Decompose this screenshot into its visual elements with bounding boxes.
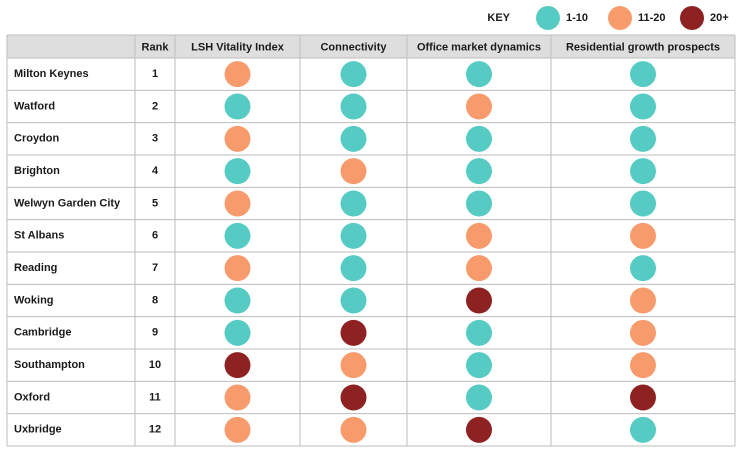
rating-dot xyxy=(340,125,367,152)
rating-dot xyxy=(224,125,251,152)
key-label: 1-10 xyxy=(566,12,588,24)
row-rank: 8 xyxy=(152,294,158,306)
row-name: Brighton xyxy=(14,165,60,177)
rating-dot xyxy=(340,384,367,411)
rating-dot xyxy=(466,255,492,282)
row-name: Uxbridge xyxy=(14,424,62,436)
rating-dot xyxy=(630,190,656,217)
row-name: Cambridge xyxy=(14,327,71,339)
row-rank: 4 xyxy=(152,165,159,177)
rating-dot xyxy=(630,287,656,314)
column-header: LSH Vitality Index xyxy=(191,41,285,53)
rating-dot xyxy=(466,93,492,120)
rating-dot xyxy=(630,384,656,411)
row-name: Croydon xyxy=(14,133,60,145)
rating-dot xyxy=(466,384,492,411)
row-rank: 9 xyxy=(152,327,158,339)
rating-dot xyxy=(340,93,367,120)
row-rank: 7 xyxy=(152,262,158,274)
rating-dot xyxy=(224,416,251,443)
row-name: Reading xyxy=(14,262,57,274)
row-rank: 5 xyxy=(152,197,158,209)
rating-dot xyxy=(340,158,367,185)
column-header: Office market dynamics xyxy=(417,41,541,53)
rating-dot xyxy=(224,255,251,282)
rating-dot xyxy=(466,287,492,314)
rating-dot xyxy=(224,287,251,314)
rating-dot xyxy=(340,255,367,282)
row-name: St Albans xyxy=(14,230,64,242)
key-label: 11-20 xyxy=(638,12,666,24)
rating-dot xyxy=(630,222,656,249)
row-name: Oxford xyxy=(14,391,50,403)
rating-dot xyxy=(224,190,251,217)
row-name: Southampton xyxy=(14,359,85,371)
row-name: Welwyn Garden City xyxy=(14,197,121,209)
rating-dot xyxy=(340,287,367,314)
rating-dot xyxy=(630,255,656,282)
rating-dot xyxy=(224,384,251,411)
rating-dot xyxy=(466,222,492,249)
rating-dot xyxy=(340,222,367,249)
rating-dot xyxy=(630,93,656,120)
column-header: Rank xyxy=(142,41,170,53)
key-swatch xyxy=(680,6,704,30)
key-label: 20+ xyxy=(710,12,729,24)
row-name: Milton Keynes xyxy=(14,68,89,80)
rating-dot xyxy=(466,190,492,217)
rating-dot xyxy=(224,93,251,120)
rating-dot xyxy=(340,416,367,443)
rating-dot xyxy=(340,61,367,88)
key-title: KEY xyxy=(487,12,510,24)
rating-dot xyxy=(340,352,367,379)
key-swatch xyxy=(536,6,560,30)
rating-dot xyxy=(630,319,656,346)
rating-dot xyxy=(630,125,656,152)
row-name: Woking xyxy=(14,294,54,306)
row-rank: 6 xyxy=(152,230,158,242)
header-bg xyxy=(7,35,735,58)
rating-dot xyxy=(466,125,492,152)
rating-dot xyxy=(630,61,656,88)
rating-dot xyxy=(466,416,492,443)
rating-dot xyxy=(224,352,251,379)
rating-dot xyxy=(466,352,492,379)
rating-dot xyxy=(224,222,251,249)
key-swatch xyxy=(608,6,632,30)
rating-dot xyxy=(340,319,367,346)
row-rank: 2 xyxy=(152,100,158,112)
rating-dot xyxy=(224,319,251,346)
rating-dot xyxy=(340,190,367,217)
row-rank: 11 xyxy=(149,391,161,403)
rating-dot xyxy=(224,61,251,88)
rating-dot xyxy=(224,158,251,185)
row-rank: 10 xyxy=(149,359,161,371)
rating-dot xyxy=(630,416,656,443)
row-rank: 3 xyxy=(152,133,158,145)
rating-dot xyxy=(466,61,492,88)
rating-dot xyxy=(630,352,656,379)
column-header: Connectivity xyxy=(320,41,387,53)
row-rank: 12 xyxy=(149,424,161,436)
rating-dot xyxy=(630,158,656,185)
row-rank: 1 xyxy=(152,68,158,80)
rating-dot xyxy=(466,319,492,346)
row-name: Watford xyxy=(14,100,55,112)
column-header: Residential growth prospects xyxy=(566,41,720,53)
rating-dot xyxy=(466,158,492,185)
